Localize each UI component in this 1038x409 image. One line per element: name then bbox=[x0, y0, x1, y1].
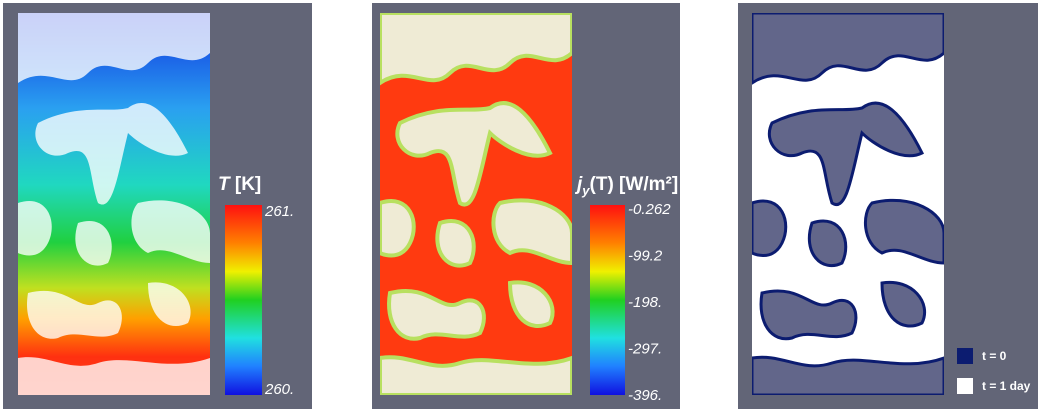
legend-swatch bbox=[957, 348, 973, 364]
colorbar bbox=[225, 205, 262, 395]
legend-label: t = 0 bbox=[982, 349, 1007, 363]
colorbar-ticks: 261. 260. bbox=[264, 203, 294, 398]
colorbar bbox=[590, 205, 625, 395]
colorbar-unit: [K] bbox=[230, 174, 262, 195]
colorbar-tick-label: 260. bbox=[264, 381, 294, 398]
colorbar-title: T [K] bbox=[218, 174, 261, 195]
colorbar-ticks: -0.262 -99.2 -198. -297. -396. bbox=[628, 201, 671, 404]
legend-swatch bbox=[957, 378, 973, 394]
colorbar-subscript: y bbox=[581, 183, 590, 198]
flux-field bbox=[380, 13, 572, 395]
legend: t = 0 t = 1 day bbox=[957, 348, 1031, 394]
colorbar-tick-label: -297. bbox=[628, 340, 662, 357]
colorbar-tick-label: -198. bbox=[628, 294, 662, 311]
legend-label: t = 1 day bbox=[982, 379, 1031, 393]
colorbar-unit: (T) [W/m²] bbox=[590, 174, 679, 195]
temperature-field bbox=[18, 13, 210, 395]
colorbar-tick-label: -396. bbox=[628, 387, 662, 404]
colorbar-tick-label: 261. bbox=[264, 203, 294, 220]
colorbar-tick-label: -0.262 bbox=[628, 201, 671, 218]
colorbar-title: jy(T) [W/m²] bbox=[574, 174, 678, 198]
colorbar-symbol: T bbox=[218, 174, 231, 195]
structure-field bbox=[752, 13, 944, 395]
colorbar-tick-label: -99.2 bbox=[628, 247, 663, 264]
colorbar-symbol: j bbox=[574, 174, 583, 195]
